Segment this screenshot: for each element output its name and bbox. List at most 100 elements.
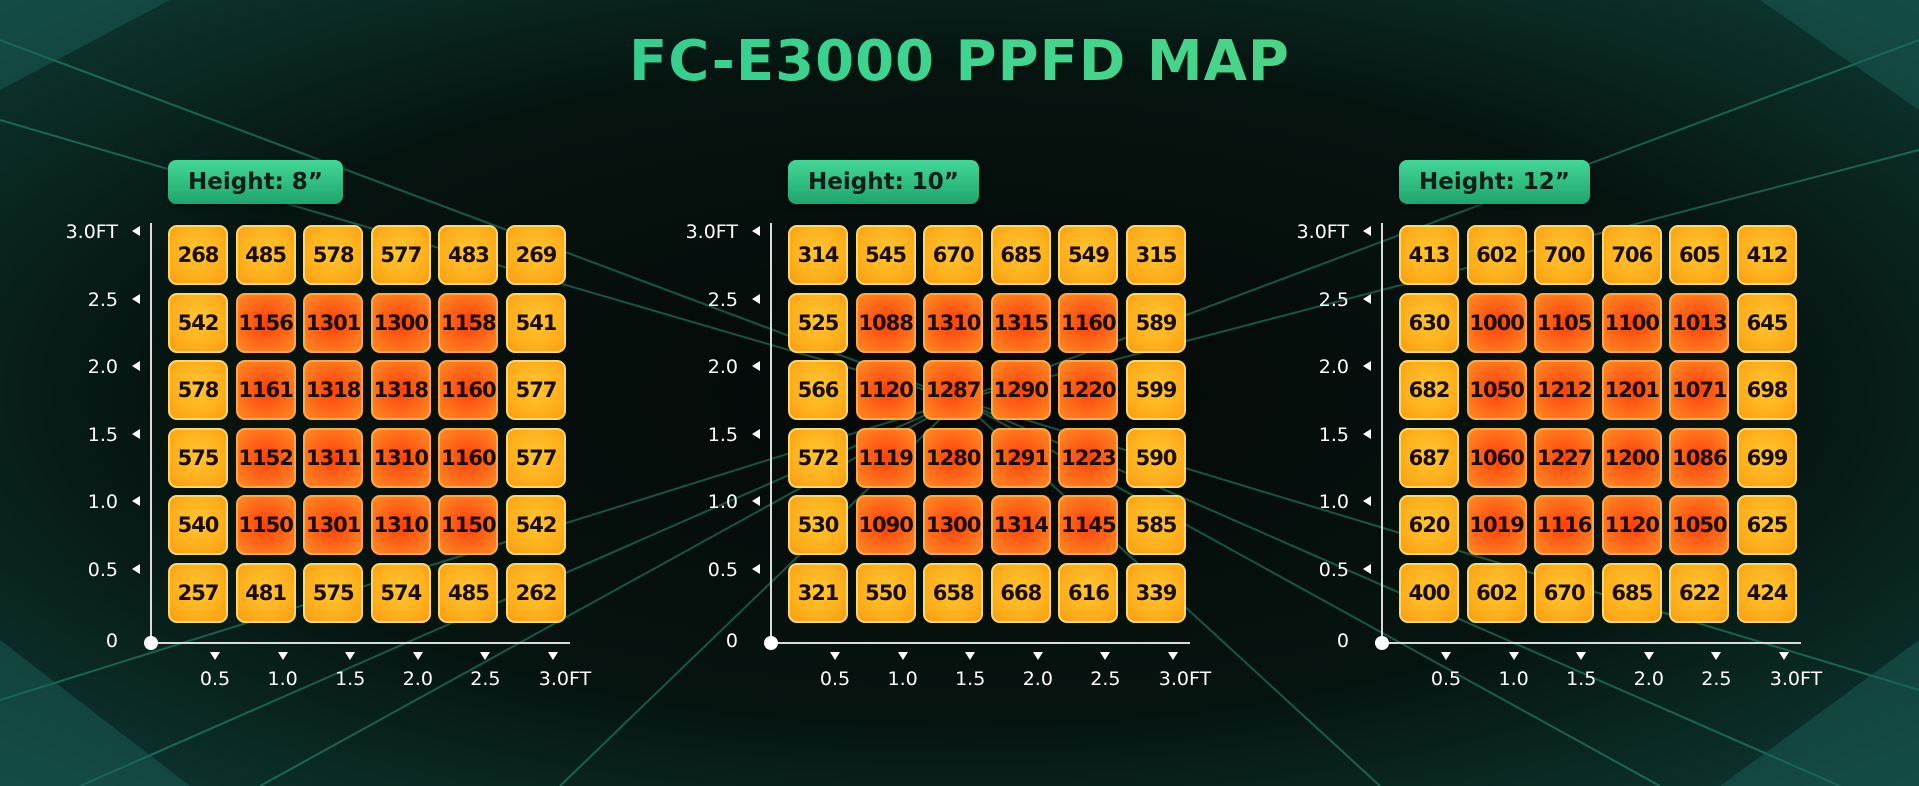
x-tick-label: 2.5 bbox=[1090, 668, 1121, 690]
origin-dot bbox=[1375, 636, 1389, 650]
ppfd-cell: 572 bbox=[788, 427, 848, 488]
y-tick-marker bbox=[1363, 564, 1371, 574]
ppfd-cell: 566 bbox=[788, 360, 848, 421]
x-tick-marker bbox=[1576, 652, 1587, 660]
ppfd-cell: 1161 bbox=[235, 360, 296, 421]
ppfd-cell: 485 bbox=[438, 563, 499, 623]
ppfd-cell: 481 bbox=[235, 563, 296, 623]
ppfd-cell: 1300 bbox=[923, 495, 984, 556]
y-tick-marker bbox=[132, 564, 140, 574]
x-tick-marker bbox=[1100, 652, 1111, 660]
ppfd-cell: 602 bbox=[1466, 563, 1527, 623]
x-tick-marker bbox=[1032, 652, 1043, 660]
ppfd-cell: 602 bbox=[1466, 225, 1527, 285]
ppfd-cell: 1160 bbox=[438, 427, 499, 488]
ppfd-cell: 1315 bbox=[990, 292, 1051, 353]
y-tick-marker bbox=[1363, 428, 1371, 439]
x-tick-marker bbox=[1643, 652, 1654, 660]
y-tick-label: 1.5 bbox=[1318, 423, 1349, 446]
ppfd-cell: 622 bbox=[1669, 563, 1730, 623]
y-tick-marker bbox=[752, 428, 760, 439]
ppfd-cell: 1227 bbox=[1534, 427, 1595, 488]
ppfd-cell: 1287 bbox=[923, 360, 984, 421]
x-tick-label: 1.0 bbox=[1498, 668, 1529, 690]
ppfd-cell: 685 bbox=[990, 225, 1051, 285]
ppfd-cell: 413 bbox=[1399, 225, 1459, 285]
ppfd-cell: 1220 bbox=[1058, 360, 1119, 421]
y-tick-label: 2.0 bbox=[87, 356, 118, 379]
x-tick-label: 2.0 bbox=[402, 668, 433, 690]
ppfd-cell: 540 bbox=[168, 495, 228, 556]
x-tick-marker bbox=[1779, 652, 1789, 660]
ppfd-cell: 645 bbox=[1737, 292, 1797, 353]
ppfd-cell: 1290 bbox=[990, 360, 1051, 421]
ppfd-cell: 575 bbox=[303, 563, 364, 623]
x-axis-line bbox=[770, 642, 1190, 644]
ppfd-cell: 1086 bbox=[1669, 427, 1730, 488]
ppfd-cell: 545 bbox=[855, 225, 916, 285]
ppfd-cell: 658 bbox=[923, 563, 984, 623]
ppfd-cell: 698 bbox=[1737, 360, 1797, 421]
ppfd-cell: 1019 bbox=[1466, 495, 1527, 556]
x-tick-label: 1.5 bbox=[335, 668, 366, 690]
x-tick-marker bbox=[1168, 652, 1178, 660]
y-tick-marker bbox=[752, 496, 760, 507]
ppfd-cell: 578 bbox=[168, 360, 228, 421]
ppfd-cell: 585 bbox=[1126, 495, 1186, 556]
origin-dot bbox=[144, 636, 158, 650]
ppfd-cell: 577 bbox=[506, 360, 566, 421]
ppfd-cell: 1291 bbox=[990, 427, 1051, 488]
ppfd-cell: 485 bbox=[235, 225, 296, 285]
y-tick-label: 0.5 bbox=[87, 559, 118, 581]
ppfd-cell: 1158 bbox=[438, 292, 499, 353]
ppfd-cell: 412 bbox=[1737, 225, 1797, 285]
ppfd-cell: 339 bbox=[1126, 563, 1186, 623]
x-tick-label: 1.0 bbox=[267, 668, 298, 690]
height-badge: Height: 12” bbox=[1399, 160, 1590, 204]
ppfd-cell: 577 bbox=[370, 225, 431, 285]
ppfd-cell: 268 bbox=[168, 225, 228, 285]
ppfd-cell: 1100 bbox=[1601, 292, 1662, 353]
ppfd-panel-3: Height: 12” 3.0FT 2.5 2.0 1.5 1.0 0.5 0 0.5 1.0 1.… bbox=[1231, 0, 1822, 786]
y-tick-label: 3.0FT bbox=[685, 221, 738, 243]
x-tick-label: 3.0FT bbox=[1769, 668, 1823, 690]
ppfd-cell: 574 bbox=[370, 563, 431, 623]
x-tick-marker bbox=[345, 652, 356, 660]
ppfd-cell: 549 bbox=[1058, 225, 1119, 285]
ppfd-cell: 542 bbox=[168, 292, 228, 353]
ppfd-cell: 269 bbox=[506, 225, 566, 285]
y-tick-label: 2.0 bbox=[1318, 356, 1349, 379]
height-badge: Height: 8” bbox=[168, 160, 343, 204]
ppfd-cell: 1301 bbox=[303, 292, 364, 353]
ppfd-cell: 1201 bbox=[1601, 360, 1662, 421]
ppfd-cell: 699 bbox=[1737, 427, 1797, 488]
ppfd-cell: 525 bbox=[788, 292, 848, 353]
y-axis-line bbox=[150, 223, 152, 642]
y-tick-marker bbox=[132, 496, 140, 507]
origin-dot bbox=[764, 636, 778, 650]
ppfd-cell: 530 bbox=[788, 495, 848, 556]
ppfd-cell: 589 bbox=[1126, 292, 1186, 353]
ppfd-cell: 483 bbox=[438, 225, 499, 285]
y-tick-label: 2.5 bbox=[1318, 288, 1349, 311]
y-tick-label: 1.5 bbox=[87, 423, 118, 446]
ppfd-cell: 605 bbox=[1669, 225, 1730, 285]
ppfd-cell: 687 bbox=[1399, 427, 1459, 488]
ppfd-cell: 400 bbox=[1399, 563, 1459, 623]
x-tick-marker bbox=[548, 652, 558, 660]
x-tick-label: 2.5 bbox=[1701, 668, 1732, 690]
ppfd-cell: 1156 bbox=[235, 292, 296, 353]
ppfd-cell: 590 bbox=[1126, 427, 1186, 488]
ppfd-cell: 1120 bbox=[1601, 495, 1662, 556]
ppfd-cell: 1301 bbox=[303, 495, 364, 556]
x-tick-marker bbox=[277, 652, 288, 660]
y-axis-line bbox=[770, 223, 772, 642]
ppfd-cell: 1088 bbox=[855, 292, 916, 353]
y-tick-marker bbox=[752, 226, 760, 236]
ppfd-cell: 321 bbox=[788, 563, 848, 623]
ppfd-cell: 1280 bbox=[923, 427, 984, 488]
x-tick-marker bbox=[1441, 652, 1451, 660]
x-tick-marker bbox=[412, 652, 423, 660]
x-tick-label: 2.5 bbox=[470, 668, 501, 690]
x-tick-marker bbox=[1508, 652, 1519, 660]
